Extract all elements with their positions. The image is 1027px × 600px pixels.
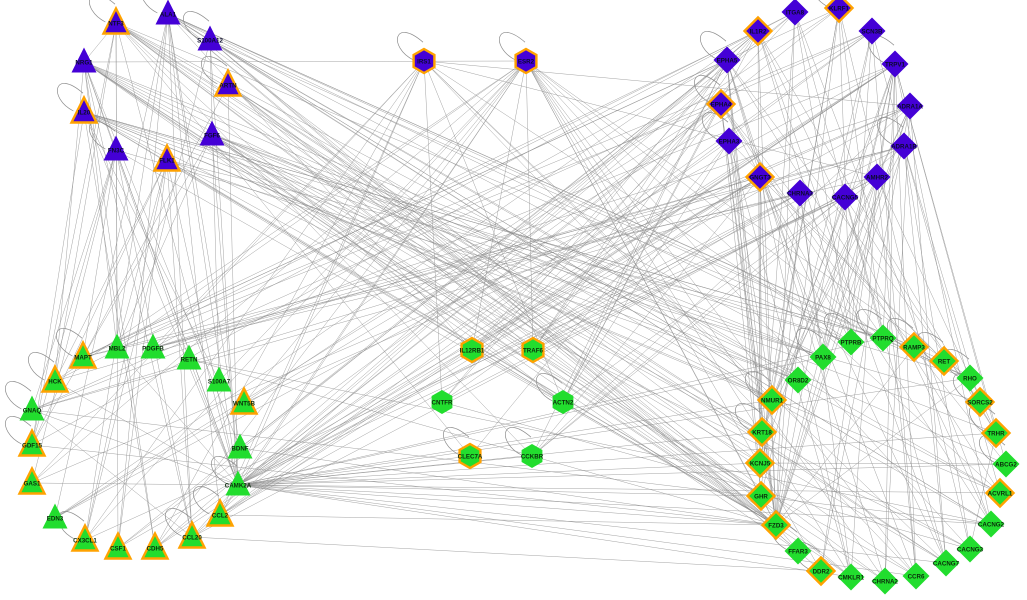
- svg-text:CACNG3: CACNG3: [957, 546, 984, 553]
- svg-text:IL20: IL20: [78, 109, 91, 116]
- svg-text:FZD3: FZD3: [768, 522, 784, 529]
- svg-text:AMHR2: AMHR2: [866, 174, 889, 181]
- svg-text:CMKLR1: CMKLR1: [838, 574, 864, 581]
- svg-text:WNT5B: WNT5B: [233, 400, 256, 407]
- svg-text:CACNG7: CACNG7: [933, 560, 960, 567]
- svg-text:IRS1: IRS1: [417, 58, 431, 65]
- svg-text:RHO: RHO: [963, 375, 977, 382]
- svg-text:KRT18: KRT18: [752, 429, 772, 436]
- svg-text:CCR6: CCR6: [908, 573, 925, 580]
- svg-text:GNGT3: GNGT3: [749, 174, 771, 181]
- svg-text:CCL2: CCL2: [212, 512, 229, 519]
- svg-text:FGF6: FGF6: [204, 132, 220, 139]
- svg-text:ESR2: ESR2: [518, 58, 535, 65]
- svg-text:ADRA1A: ADRA1A: [897, 103, 923, 110]
- svg-text:GAS1: GAS1: [24, 480, 41, 487]
- svg-text:ARTN: ARTN: [219, 82, 237, 89]
- svg-text:HCK: HCK: [48, 378, 62, 385]
- svg-text:CCL20: CCL20: [182, 534, 202, 541]
- svg-text:CACNG5: CACNG5: [832, 194, 859, 201]
- svg-text:IL12RB1: IL12RB1: [460, 347, 485, 354]
- svg-text:NMUR1: NMUR1: [761, 397, 784, 404]
- svg-text:SCN3B: SCN3B: [862, 28, 884, 35]
- svg-text:CNTFR: CNTFR: [432, 399, 453, 406]
- svg-text:EDN3: EDN3: [47, 515, 64, 522]
- svg-text:PTPRB: PTPRB: [841, 339, 863, 346]
- svg-text:DDR2: DDR2: [813, 568, 830, 575]
- svg-text:ABCG2: ABCG2: [995, 461, 1017, 468]
- svg-text:FFAR3: FFAR3: [788, 548, 808, 555]
- svg-text:CSF1: CSF1: [110, 545, 126, 552]
- svg-text:CAMK2A: CAMK2A: [225, 482, 252, 489]
- svg-text:ADRA1B: ADRA1B: [891, 143, 917, 150]
- svg-text:CCKBR: CCKBR: [521, 453, 544, 460]
- svg-text:KLRF1: KLRF1: [829, 5, 849, 12]
- svg-text:IL1R2: IL1R2: [750, 28, 767, 35]
- svg-text:EPHA3: EPHA3: [719, 138, 740, 145]
- svg-text:ALA1: ALA1: [160, 11, 177, 18]
- svg-text:CHRNA2: CHRNA2: [872, 578, 898, 585]
- svg-text:GHR: GHR: [754, 493, 768, 500]
- svg-text:RETN: RETN: [181, 356, 198, 363]
- svg-text:TRHR: TRHR: [987, 430, 1005, 437]
- svg-text:MBL2: MBL2: [109, 345, 126, 352]
- svg-text:PDGFB: PDGFB: [142, 345, 164, 352]
- svg-text:PAX8: PAX8: [815, 354, 831, 361]
- svg-text:PTPRQ: PTPRQ: [872, 335, 894, 342]
- svg-text:CDH5: CDH5: [147, 545, 164, 552]
- svg-text:FLK1: FLK1: [159, 157, 175, 164]
- svg-text:EPHA5: EPHA5: [717, 57, 738, 64]
- svg-text:KCNJ5: KCNJ5: [750, 460, 771, 467]
- svg-text:OR8D2: OR8D2: [788, 377, 809, 384]
- svg-text:RAMP3: RAMP3: [903, 344, 925, 351]
- svg-text:GNAQ: GNAQ: [23, 407, 42, 414]
- svg-text:CX3CL1: CX3CL1: [73, 537, 97, 544]
- svg-text:NRG1: NRG1: [75, 59, 93, 66]
- svg-text:S100A7: S100A7: [208, 378, 231, 385]
- svg-text:ITGA8: ITGA8: [786, 9, 805, 16]
- svg-text:ACVRL1: ACVRL1: [988, 490, 1013, 497]
- svg-text:RET: RET: [938, 358, 951, 365]
- svg-text:NTF3: NTF3: [108, 20, 124, 27]
- svg-text:CLEC7A: CLEC7A: [458, 453, 483, 460]
- svg-text:FN3C: FN3C: [108, 147, 125, 154]
- svg-text:CHRNA3: CHRNA3: [787, 190, 813, 197]
- svg-text:TRPV1: TRPV1: [885, 61, 906, 68]
- svg-text:BDNF: BDNF: [231, 445, 248, 452]
- svg-text:MAPT: MAPT: [74, 354, 92, 361]
- svg-text:SORCS2: SORCS2: [967, 399, 993, 406]
- svg-text:TRAF6: TRAF6: [523, 347, 543, 354]
- svg-text:CACNG2: CACNG2: [978, 521, 1005, 528]
- svg-text:ACTN2: ACTN2: [553, 399, 574, 406]
- svg-text:GDF15: GDF15: [22, 442, 43, 449]
- svg-text:S100A12: S100A12: [197, 37, 223, 44]
- svg-text:EPHA4: EPHA4: [711, 101, 732, 108]
